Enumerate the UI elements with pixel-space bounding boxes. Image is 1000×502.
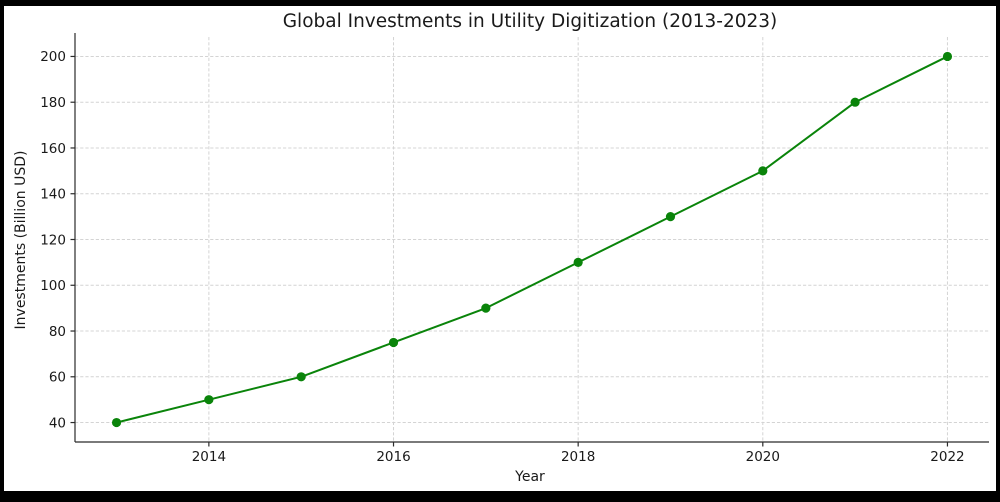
data-point — [758, 166, 768, 176]
data-point — [296, 372, 306, 382]
y-tick-label: 200 — [40, 49, 66, 65]
chart-plot: 40 60 80 100 120 140 160 180 200 2014 2016 2018 2020… — [40, 33, 989, 465]
data-point — [850, 97, 860, 107]
chart-figure: Global Investments in Utility Digitizati… — [4, 6, 996, 491]
y-tick-label: 120 — [40, 232, 66, 248]
y-tick-label: 40 — [49, 415, 66, 431]
data-point — [204, 395, 214, 405]
data-line — [115, 55, 949, 424]
x-tick-label: 2020 — [746, 449, 780, 465]
data-point — [573, 257, 583, 267]
data-point — [111, 417, 122, 428]
x-tick-label: 2018 — [561, 449, 595, 465]
y-axis-label: Investments (Billion USD) — [13, 150, 29, 330]
x-axis-label: Year — [515, 469, 545, 485]
chart-title: Global Investments in Utility Digitizati… — [282, 11, 778, 32]
y-tick-label: 60 — [49, 370, 66, 386]
data-point — [388, 337, 399, 348]
y-tick-label: 100 — [40, 278, 66, 294]
data-point — [942, 51, 953, 62]
x-tick-label: 2022 — [930, 449, 964, 465]
data-point — [481, 303, 491, 313]
y-tick-label: 80 — [49, 324, 66, 340]
y-tick-label: 160 — [40, 141, 66, 157]
x-tick-label: 2014 — [192, 449, 226, 465]
data-point — [665, 212, 676, 222]
y-tick-label: 180 — [40, 95, 66, 111]
y-tick-label: 140 — [40, 187, 66, 203]
x-tick-label: 2016 — [376, 449, 410, 465]
